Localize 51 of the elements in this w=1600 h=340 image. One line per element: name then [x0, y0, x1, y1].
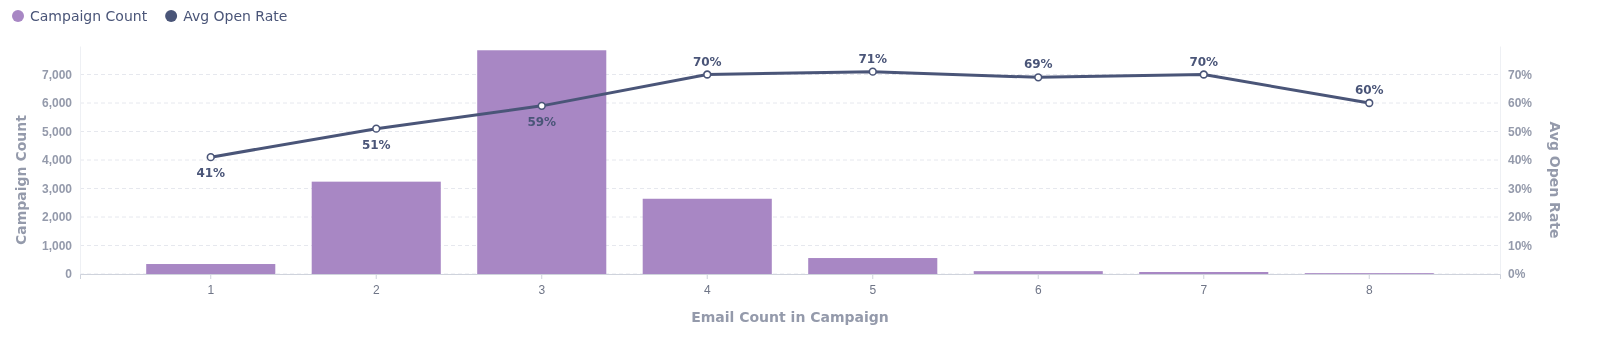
- point: [1199, 70, 1208, 79]
- bar: [973, 271, 1103, 274]
- y-tick-label: 1,000: [41, 238, 73, 253]
- y-tick-label: 7,000: [41, 67, 73, 82]
- point: [703, 70, 712, 79]
- y2-tick-label: 60%: [1508, 96, 1533, 111]
- x-tick-label: 8: [1365, 282, 1373, 297]
- point: [537, 101, 546, 111]
- data-label: 70%: [692, 54, 722, 69]
- bar: [642, 198, 772, 274]
- y2-axis-title: Avg Open Rate: [1547, 121, 1563, 239]
- x-tick-label: 6: [1034, 282, 1042, 297]
- y-tick-label: 2,000: [41, 210, 73, 225]
- data-label: 60%: [1354, 83, 1384, 97]
- point: [868, 67, 877, 76]
- y2-tick-label: 30%: [1508, 181, 1533, 196]
- legend-label: Campaign Count: [30, 8, 148, 24]
- y-tick-label: 4,000: [41, 153, 73, 168]
- y2-tick-label: 40%: [1508, 153, 1533, 168]
- data-label: 59%: [527, 114, 557, 129]
- y-tick-label: 6,000: [41, 96, 73, 111]
- data-label: 51%: [361, 137, 391, 152]
- x-tick-label: 1: [207, 282, 215, 297]
- y2-tick-label: 70%: [1508, 67, 1533, 82]
- data-label: 71%: [858, 51, 888, 66]
- y2-tick-label: 20%: [1508, 210, 1533, 225]
- data-label: 41%: [196, 166, 226, 181]
- point: [1365, 98, 1374, 108]
- data-label: 70%: [1189, 54, 1219, 69]
- point: [1034, 73, 1043, 82]
- y-tick-label: 5,000: [41, 124, 73, 139]
- bar: [477, 50, 607, 274]
- x-tick-label: 2: [372, 282, 380, 297]
- legend-label: Avg Open Rate: [183, 8, 288, 24]
- x-tick-label: 3: [538, 282, 546, 297]
- x-axis-title: Email Count in Campaign: [691, 309, 889, 325]
- y-axis-title: Campaign Count: [13, 114, 29, 245]
- bar: [311, 181, 441, 274]
- y2-tick-label: 10%: [1508, 238, 1533, 253]
- bar: [146, 264, 276, 274]
- y-tick-label: 3,000: [41, 181, 73, 196]
- y-tick-label: 0: [65, 267, 73, 282]
- data-label: 69%: [1023, 57, 1053, 72]
- point: [372, 124, 381, 133]
- y2-tick-label: 50%: [1508, 124, 1533, 139]
- point: [206, 152, 215, 162]
- bar: [808, 258, 938, 274]
- y2-tick-label: 0%: [1508, 267, 1526, 282]
- x-tick-label: 4: [703, 282, 711, 297]
- x-tick-label: 7: [1200, 282, 1208, 297]
- x-tick-label: 5: [869, 282, 877, 297]
